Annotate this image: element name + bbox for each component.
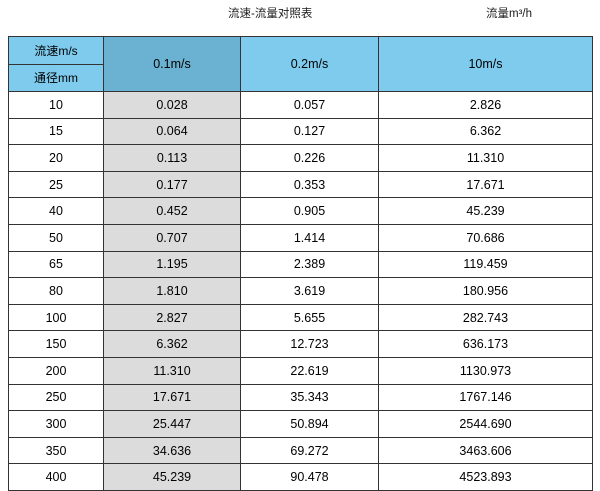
table-row: 50 0.707 1.414 70.686: [8, 223, 593, 252]
cell-nominal-diameter: 25: [8, 170, 104, 199]
flow-rate-table-wrapper: 流速m/s 通径mm 0.1m/s 0.2m/s 10m/s 10 0.028 0.…: [8, 36, 593, 491]
cell-flow-0-1ms: 45.239: [103, 463, 241, 491]
table-row: 10 0.028 0.057 2.826: [8, 91, 593, 119]
cell-flow-10ms: 2544.690: [378, 410, 593, 438]
cell-flow-0-1ms: 6.362: [103, 330, 241, 358]
cell-flow-0-2ms: 0.127: [240, 117, 379, 146]
cell-flow-0-1ms: 0.028: [103, 91, 241, 119]
chart-title: 流速-流量对照表: [228, 8, 313, 20]
caption-row: 流速-流量对照表 流量m³/h: [0, 0, 600, 36]
table-header: 流速m/s 通径mm 0.1m/s 0.2m/s 10m/s: [8, 36, 593, 92]
cell-flow-0-2ms: 0.353: [240, 170, 379, 199]
cell-flow-0-2ms: 22.619: [240, 356, 379, 385]
table-row: 80 1.810 3.619 180.956: [8, 277, 593, 305]
table-row: 250 17.671 35.343 1767.146: [8, 383, 593, 412]
cell-nominal-diameter: 300: [8, 410, 104, 438]
cell-nominal-diameter: 250: [8, 383, 104, 412]
cell-flow-10ms: 70.686: [378, 223, 593, 252]
cell-flow-10ms: 11.310: [378, 144, 593, 172]
cell-flow-0-1ms: 1.195: [103, 250, 241, 279]
cell-flow-0-1ms: 1.810: [103, 277, 241, 305]
cell-flow-10ms: 180.956: [378, 277, 593, 305]
corner-velocity-label: 流速m/s: [9, 38, 103, 65]
cell-flow-0-2ms: 3.619: [240, 277, 379, 305]
cell-flow-0-1ms: 2.827: [103, 303, 241, 332]
cell-flow-10ms: 3463.606: [378, 436, 593, 465]
cell-nominal-diameter: 150: [8, 330, 104, 358]
cell-nominal-diameter: 10: [8, 91, 104, 119]
cell-flow-0-2ms: 69.272: [240, 436, 379, 465]
table-row: 350 34.636 69.272 3463.606: [8, 436, 593, 465]
cell-flow-10ms: 6.362: [378, 117, 593, 146]
cell-flow-0-1ms: 0.452: [103, 197, 241, 225]
cell-flow-0-2ms: 0.905: [240, 197, 379, 225]
cell-flow-0-1ms: 0.064: [103, 117, 241, 146]
cell-nominal-diameter: 15: [8, 117, 104, 146]
cell-flow-10ms: 45.239: [378, 197, 593, 225]
cell-flow-0-2ms: 1.414: [240, 223, 379, 252]
cell-flow-0-1ms: 0.177: [103, 170, 241, 199]
table-row: 65 1.195 2.389 119.459: [8, 250, 593, 279]
cell-flow-0-2ms: 35.343: [240, 383, 379, 412]
cell-flow-0-1ms: 0.707: [103, 223, 241, 252]
cell-nominal-diameter: 65: [8, 250, 104, 279]
cell-flow-0-1ms: 0.113: [103, 144, 241, 172]
cell-flow-10ms: 636.173: [378, 330, 593, 358]
table-row: 100 2.827 5.655 282.743: [8, 303, 593, 332]
column-header-velocity-3: 10m/s: [378, 36, 593, 92]
flow-rate-table: 流速m/s 通径mm 0.1m/s 0.2m/s 10m/s 10 0.028 0.…: [8, 36, 593, 491]
cell-flow-10ms: 17.671: [378, 170, 593, 199]
cell-nominal-diameter: 40: [8, 197, 104, 225]
cell-nominal-diameter: 80: [8, 277, 104, 305]
cell-flow-10ms: 4523.893: [378, 463, 593, 491]
cell-flow-0-1ms: 11.310: [103, 356, 241, 385]
cell-flow-10ms: 119.459: [378, 250, 593, 279]
table-row: 25 0.177 0.353 17.671: [8, 170, 593, 199]
table-row: 20 0.113 0.226 11.310: [8, 144, 593, 172]
cell-flow-0-1ms: 17.671: [103, 383, 241, 412]
table-row: 300 25.447 50.894 2544.690: [8, 410, 593, 438]
column-header-velocity-2: 0.2m/s: [240, 36, 379, 92]
cell-flow-0-2ms: 0.226: [240, 144, 379, 172]
cell-flow-0-2ms: 2.389: [240, 250, 379, 279]
cell-nominal-diameter: 100: [8, 303, 104, 332]
cell-flow-0-2ms: 90.478: [240, 463, 379, 491]
cell-nominal-diameter: 350: [8, 436, 104, 465]
cell-nominal-diameter: 50: [8, 223, 104, 252]
table-row: 15 0.064 0.127 6.362: [8, 117, 593, 146]
cell-flow-10ms: 2.826: [378, 91, 593, 119]
table-row: 150 6.362 12.723 636.173: [8, 330, 593, 358]
cell-nominal-diameter: 200: [8, 356, 104, 385]
cell-flow-0-2ms: 0.057: [240, 91, 379, 119]
cell-flow-10ms: 1767.146: [378, 383, 593, 412]
table-row: 200 11.310 22.619 1130.973: [8, 356, 593, 385]
cell-nominal-diameter: 20: [8, 144, 104, 172]
corner-diameter-label: 通径mm: [34, 70, 78, 85]
cell-nominal-diameter: 400: [8, 463, 104, 491]
flow-unit-label: 流量m³/h: [486, 8, 532, 20]
cell-flow-0-2ms: 5.655: [240, 303, 379, 332]
table-body: 10 0.028 0.057 2.826 15 0.064 0.127 6.362 20 0.11…: [8, 91, 593, 491]
cell-flow-10ms: 1130.973: [378, 356, 593, 385]
table-row: 400 45.239 90.478 4523.893: [8, 463, 593, 491]
cell-flow-10ms: 282.743: [378, 303, 593, 332]
cell-flow-0-1ms: 25.447: [103, 410, 241, 438]
cell-flow-0-2ms: 12.723: [240, 330, 379, 358]
table-row: 40 0.452 0.905 45.239: [8, 197, 593, 225]
header-row: 流速m/s 通径mm 0.1m/s 0.2m/s 10m/s: [8, 36, 593, 92]
cell-flow-0-2ms: 50.894: [240, 410, 379, 438]
cell-flow-0-1ms: 34.636: [103, 436, 241, 465]
corner-header-cell: 流速m/s 通径mm: [8, 36, 104, 92]
column-header-velocity-1: 0.1m/s: [103, 36, 241, 92]
